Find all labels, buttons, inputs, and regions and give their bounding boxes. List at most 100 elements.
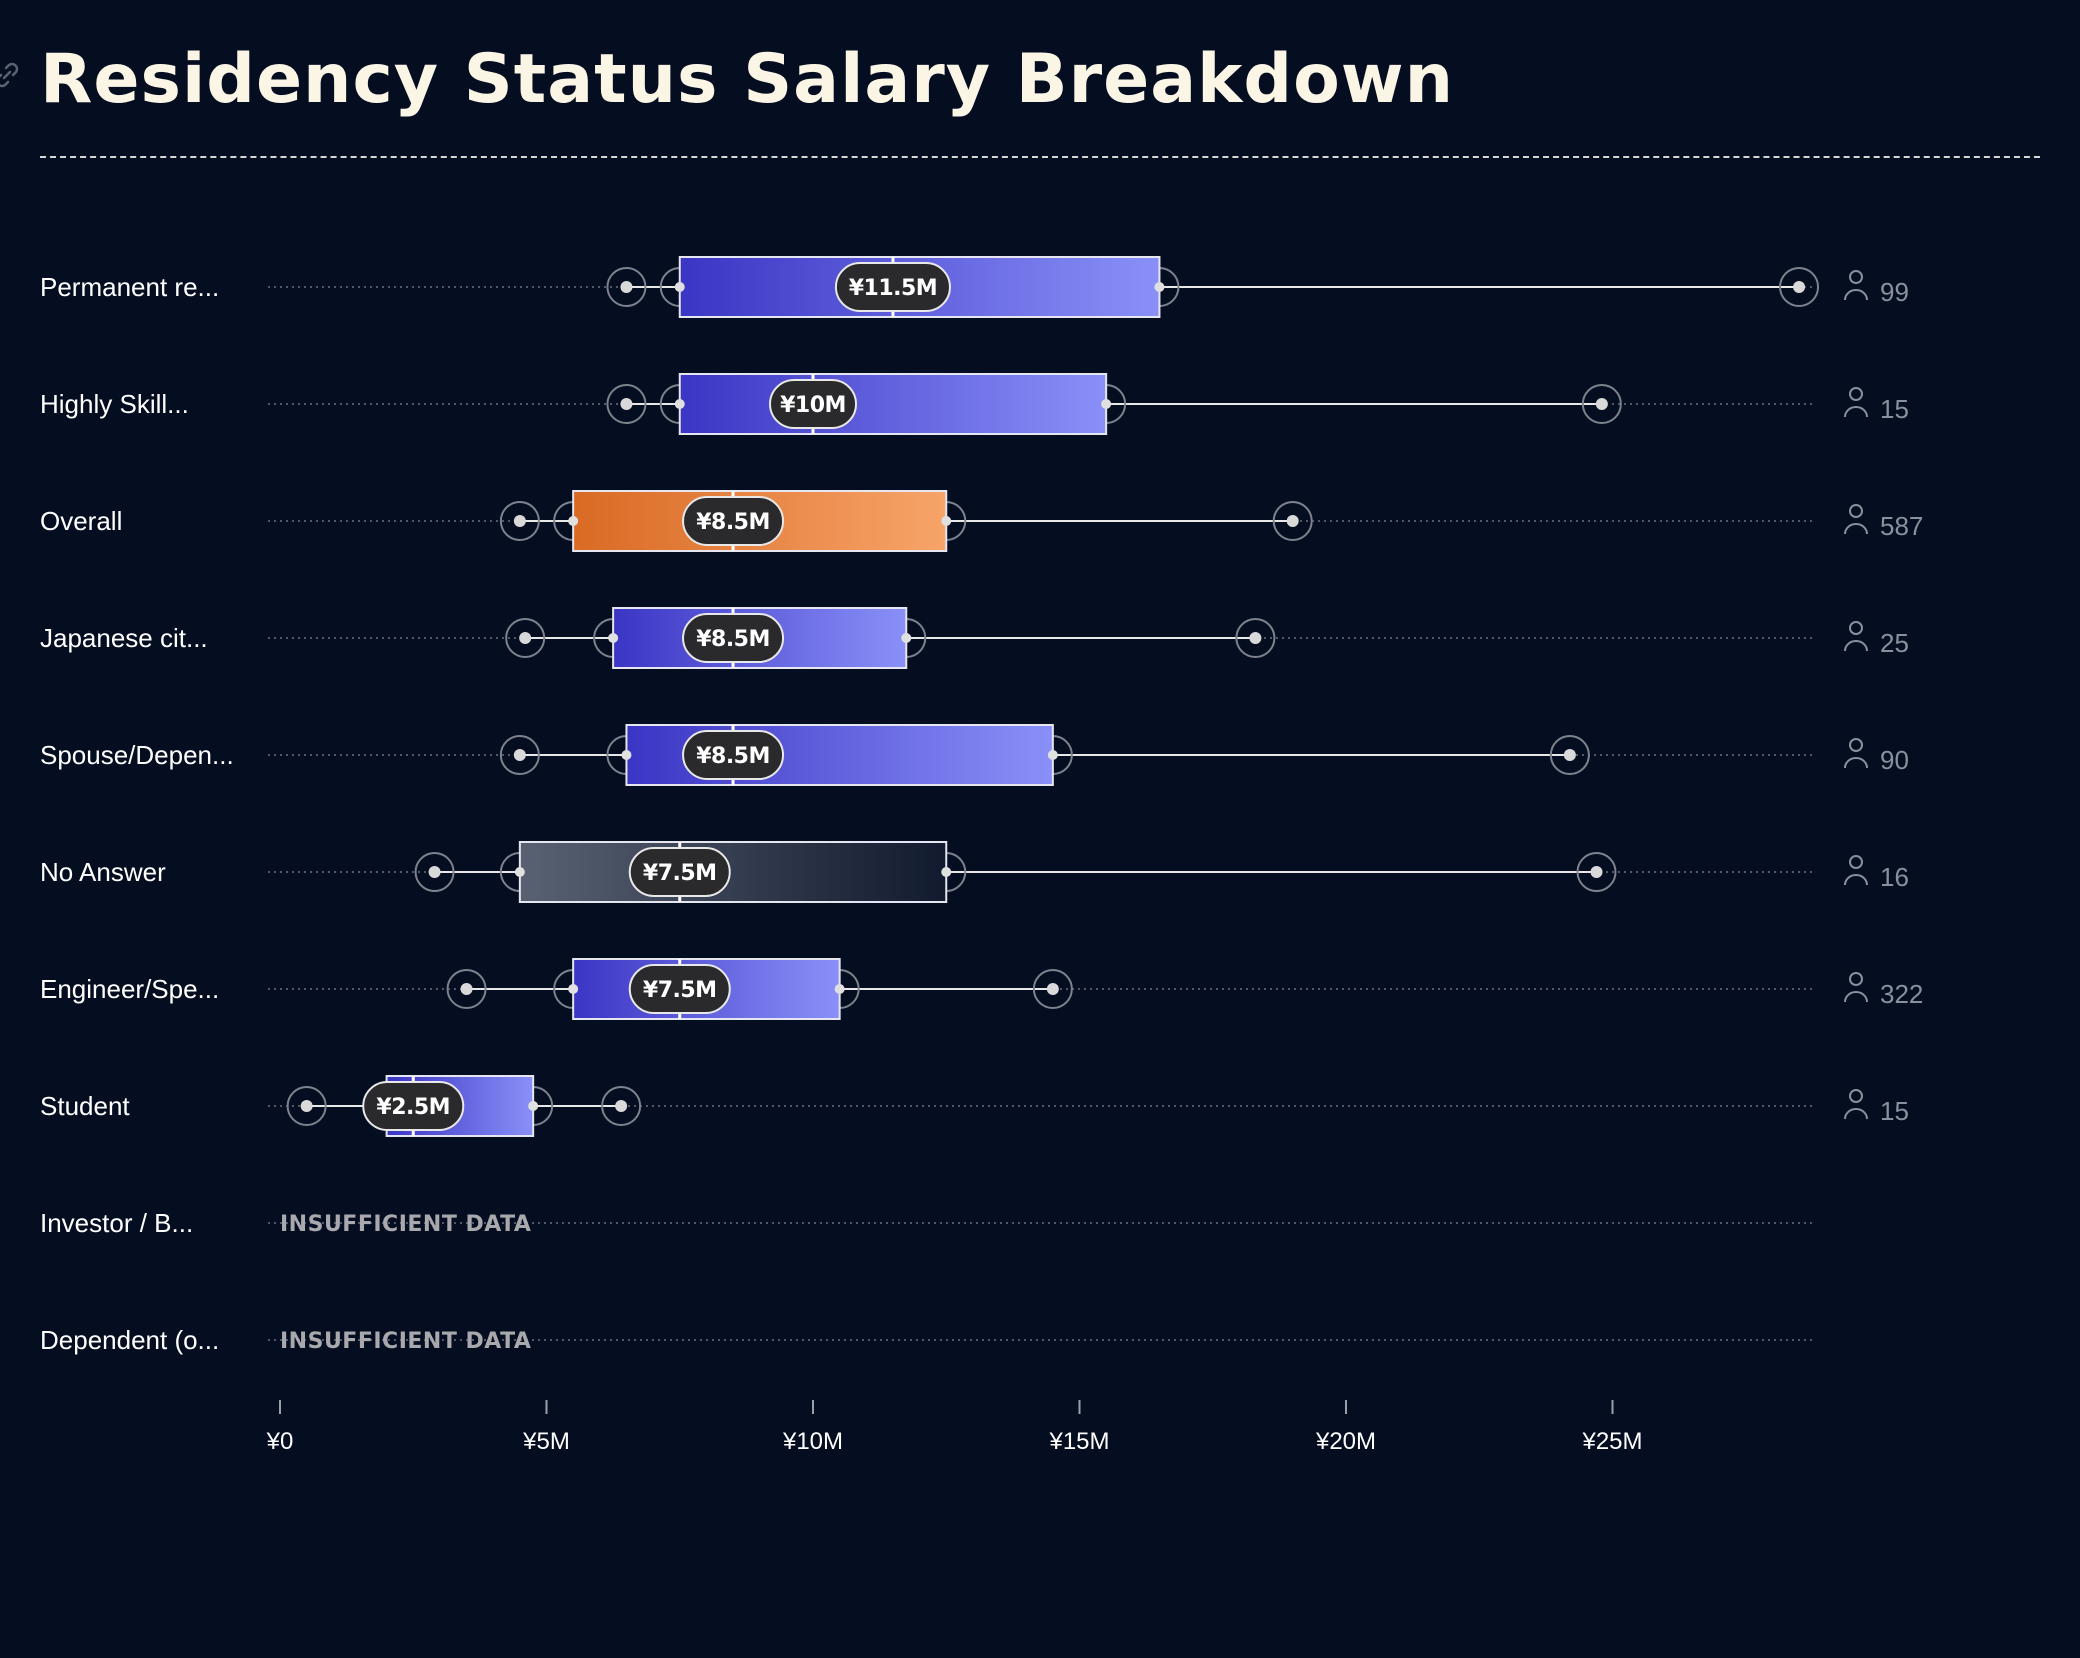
box-row: Investor / B... INSUFFICIENT DATA	[40, 1208, 1812, 1238]
respondent-count: 16	[1880, 862, 1909, 892]
person-icon-head	[1849, 1089, 1863, 1103]
respondent-count: 322	[1880, 979, 1923, 1009]
q1-dot	[568, 516, 579, 526]
x-tick-label: ¥25M	[1581, 1428, 1642, 1455]
median-label: ¥8.5M	[696, 744, 770, 769]
max-marker-dot	[615, 1100, 628, 1112]
q3-dot	[941, 516, 952, 526]
category-label: No Answer	[40, 857, 166, 887]
min-marker-ring	[606, 267, 647, 307]
max-marker-ring	[1581, 384, 1622, 424]
max-marker-ring	[601, 1086, 642, 1126]
q1-dot	[514, 867, 525, 877]
box-row: Spouse/Depen... ¥8.5M 90	[40, 724, 1909, 786]
min-marker-dot	[513, 515, 526, 527]
person-icon	[1844, 738, 1868, 769]
category-label: Engineer/Spe...	[40, 974, 219, 1004]
median-pill	[628, 964, 731, 1014]
title-divider	[40, 156, 2040, 158]
median-pill	[362, 1081, 465, 1131]
max-marker-dot	[1590, 866, 1603, 878]
x-tick-label: ¥0	[266, 1428, 294, 1455]
median-pill	[682, 730, 785, 780]
respondent-count: 99	[1880, 277, 1909, 307]
median-label: ¥7.5M	[643, 978, 717, 1003]
person-icon-head	[1849, 738, 1863, 752]
person-icon-body	[1844, 523, 1868, 535]
q3-dot	[901, 633, 912, 643]
x-tick-label: ¥15M	[1048, 1428, 1109, 1455]
person-icon	[1844, 972, 1868, 1003]
person-icon-head	[1849, 855, 1863, 869]
max-marker-ring	[1272, 501, 1313, 541]
min-marker-dot	[300, 1100, 313, 1112]
q3-dot	[1047, 750, 1058, 760]
person-icon	[1844, 387, 1868, 418]
q3-dot	[528, 1101, 539, 1111]
box-row: Engineer/Spe... ¥7.5M 322	[40, 958, 1923, 1020]
box-row: Overall ¥8.5M 587	[40, 490, 1923, 552]
person-icon-body	[1844, 406, 1868, 418]
respondent-count: 90	[1880, 745, 1909, 775]
category-label: Student	[40, 1091, 130, 1121]
min-marker-ring	[446, 969, 487, 1009]
q1-dot	[608, 633, 619, 643]
person-icon-head	[1849, 504, 1863, 518]
median-label: ¥8.5M	[696, 627, 770, 652]
max-marker-ring	[1032, 969, 1073, 1009]
insufficient-data-label: INSUFFICIENT DATA	[280, 1329, 531, 1354]
median-label: ¥7.5M	[643, 861, 717, 886]
min-marker-ring	[505, 618, 546, 658]
min-marker-dot	[460, 983, 473, 995]
category-label: Permanent re...	[40, 272, 219, 302]
max-marker-ring	[1549, 735, 1590, 775]
link-icon[interactable]	[0, 60, 22, 90]
median-label: ¥2.5M	[376, 1095, 450, 1120]
median-pill	[682, 613, 785, 663]
max-marker-dot	[1793, 281, 1806, 293]
person-icon-body	[1844, 757, 1868, 769]
person-icon	[1844, 270, 1868, 301]
category-label: Japanese cit...	[40, 623, 208, 653]
respondent-count: 25	[1880, 628, 1909, 658]
person-icon	[1844, 504, 1868, 535]
box-row: Dependent (o... INSUFFICIENT DATA	[40, 1325, 1812, 1355]
min-marker-dot	[519, 632, 532, 644]
category-label: Investor / B...	[40, 1208, 193, 1238]
person-icon-body	[1844, 874, 1868, 886]
x-tick-label: ¥10M	[782, 1428, 843, 1455]
max-marker-ring	[1779, 267, 1820, 307]
max-marker-dot	[1286, 515, 1299, 527]
category-label: Overall	[40, 506, 122, 536]
q1-dot	[674, 399, 685, 409]
max-marker-dot	[1595, 398, 1608, 410]
box-row: Highly Skill... ¥10M 15	[40, 373, 1909, 435]
box-row: Japanese cit... ¥8.5M 25	[40, 607, 1909, 669]
x-tick-label: ¥20M	[1315, 1428, 1376, 1455]
page-title: Residency Status Salary Breakdown	[40, 40, 1455, 119]
median-label: ¥11.5M	[849, 276, 937, 301]
person-icon	[1844, 621, 1868, 652]
min-marker-dot	[620, 398, 633, 410]
q1-dot	[568, 984, 579, 994]
category-label: Dependent (o...	[40, 1325, 219, 1355]
insufficient-data-label: INSUFFICIENT DATA	[280, 1212, 531, 1237]
q3-dot	[941, 867, 952, 877]
median-label: ¥8.5M	[696, 510, 770, 535]
person-icon-head	[1849, 387, 1863, 401]
min-marker-ring	[286, 1086, 327, 1126]
min-marker-dot	[620, 281, 633, 293]
max-marker-ring	[1576, 852, 1617, 892]
box-row: No Answer ¥7.5M 16	[40, 841, 1909, 903]
iqr-box	[678, 373, 1108, 435]
min-marker-ring	[499, 501, 540, 541]
box-row: Student ¥2.5M 15	[40, 1075, 1909, 1137]
person-icon-head	[1849, 621, 1863, 635]
x-tick-label: ¥5M	[522, 1428, 570, 1455]
min-marker-ring	[414, 852, 455, 892]
person-icon-head	[1849, 270, 1863, 284]
respondent-count: 15	[1880, 394, 1909, 424]
q3-dot	[834, 984, 845, 994]
person-icon	[1844, 1089, 1868, 1120]
median-label: ¥10M	[780, 393, 846, 418]
